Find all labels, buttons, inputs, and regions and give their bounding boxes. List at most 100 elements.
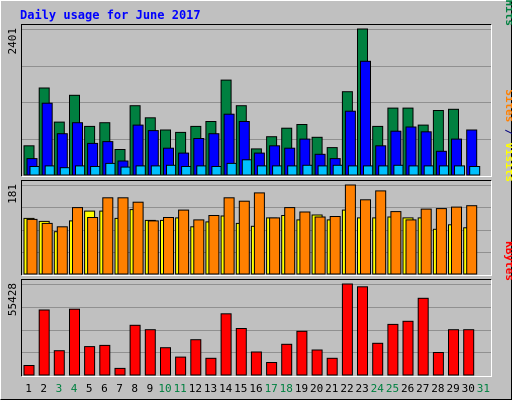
bar-sites-day-14 (223, 197, 235, 275)
series-label-part: Sites (503, 89, 512, 122)
bar-sites-day-11 (178, 209, 190, 275)
bar-kbytes-day-12 (190, 339, 202, 376)
bar-pages-day-22 (347, 165, 359, 176)
bar-pages-day-13 (211, 166, 223, 176)
bar-sites-day-23 (360, 199, 371, 275)
x-tick-label: 19 (295, 382, 308, 395)
bar-pages-day-1 (29, 166, 41, 176)
bar-pages-day-25 (393, 164, 405, 176)
bar-sites-day-6 (102, 197, 114, 275)
bar-sites-day-20 (314, 216, 326, 275)
bar-kbytes-day-24 (372, 342, 384, 376)
x-tick-label: 5 (86, 382, 93, 395)
bar-pages-day-6 (105, 162, 117, 176)
bar-sites-day-2 (41, 222, 53, 275)
bar-sites-day-16 (253, 192, 265, 275)
x-tick-label: 14 (219, 382, 233, 395)
bar-sites-day-22 (344, 184, 356, 275)
bar-sites-day-7 (117, 197, 129, 275)
chart-title: Daily usage for June 2017 (20, 8, 201, 22)
bar-pages-day-18 (287, 165, 299, 176)
bar-pages-day-20 (317, 165, 329, 176)
bar-pages-day-14 (226, 162, 238, 176)
bar-kbytes-day-4 (69, 308, 80, 376)
series-label-visits-sites: Sites / Visits (503, 89, 512, 182)
bar-kbytes-day-6 (99, 344, 111, 376)
x-tick-label: 29 (446, 382, 459, 395)
bar-sites-day-24 (375, 190, 387, 275)
bar-sites-day-18 (284, 207, 296, 275)
bar-kbytes-day-13 (205, 357, 217, 376)
x-tick-label: 30 (462, 382, 475, 395)
bar-sites-day-30 (466, 205, 478, 275)
bar-kbytes-day-20 (311, 349, 323, 376)
x-tick-label: 9 (147, 382, 154, 395)
x-tick-label: 24 (371, 382, 385, 395)
x-tick-label: 15 (234, 382, 247, 395)
bar-sites-day-5 (87, 217, 99, 275)
bar-kbytes-day-16 (250, 351, 262, 376)
bar-pages-day-9 (150, 165, 162, 176)
bar-pages-day-30 (469, 166, 481, 176)
panel-border-light (21, 279, 492, 377)
bar-sites-day-26 (405, 219, 417, 275)
x-tick-label: 20 (310, 382, 323, 395)
bar-pages-day-8 (135, 165, 147, 176)
bar-kbytes-day-30 (463, 329, 475, 376)
max-label-hits-files-pages: 2401 (6, 28, 19, 55)
bar-sites-day-15 (238, 200, 250, 275)
bar-pages-day-7 (120, 166, 132, 176)
bar-pages-day-26 (408, 165, 420, 176)
bar-kbytes-day-3 (53, 350, 65, 376)
bar-sites-day-10 (163, 217, 174, 275)
bar-pages-day-21 (332, 164, 344, 176)
bar-sites-day-13 (208, 215, 220, 275)
x-tick-label: 17 (265, 382, 278, 395)
bar-pages-day-27 (423, 165, 435, 176)
x-tick-label: 13 (204, 382, 217, 395)
bar-kbytes-day-22 (341, 283, 353, 376)
x-tick-label: 8 (131, 382, 138, 395)
bar-kbytes-day-14 (220, 313, 232, 376)
bar-pages-day-10 (166, 164, 177, 176)
x-tick-label: 6 (101, 382, 108, 395)
x-tick-label: 26 (401, 382, 414, 395)
bar-pages-day-24 (378, 165, 390, 176)
bar-pages-day-3 (59, 167, 71, 176)
bar-kbytes-day-17 (266, 362, 278, 376)
bar-pages-day-28 (438, 165, 450, 176)
bar-kbytes-day-15 (235, 328, 247, 376)
x-tick-label: 18 (280, 382, 293, 395)
bar-pages-day-17 (272, 165, 284, 176)
bar-files-day-2 (41, 102, 53, 176)
bar-sites-day-12 (193, 219, 205, 275)
bar-sites-day-21 (329, 216, 341, 275)
x-tick-label: 21 (325, 382, 338, 395)
panel-border-dark (21, 180, 492, 276)
x-tick-label: 28 (431, 382, 444, 395)
bar-kbytes-day-8 (129, 324, 141, 376)
bar-sites-day-17 (269, 217, 281, 275)
panel-border-dark (21, 24, 492, 177)
bar-sites-day-8 (132, 201, 144, 275)
bar-files-day-23 (360, 60, 371, 176)
bar-kbytes-day-29 (448, 329, 459, 376)
series-label-part: Visits (503, 142, 512, 182)
x-tick-label: 1 (25, 382, 32, 395)
series-label-part: Hits (503, 0, 512, 26)
x-tick-label: 12 (189, 382, 202, 395)
x-tick-label: 3 (56, 382, 63, 395)
series-label-hits-files-pages: Pages / Files / Hits (503, 0, 512, 26)
bar-kbytes-day-23 (357, 286, 368, 376)
x-tick-label: 16 (249, 382, 262, 395)
bar-sites-day-3 (56, 226, 68, 275)
x-tick-label: 31 (477, 382, 490, 395)
x-tick-label: 7 (116, 382, 123, 395)
max-label-kbytes: 55428 (6, 283, 19, 316)
bar-pages-day-11 (181, 166, 193, 176)
x-tick-label: 22 (340, 382, 353, 395)
bar-kbytes-day-7 (114, 367, 126, 376)
